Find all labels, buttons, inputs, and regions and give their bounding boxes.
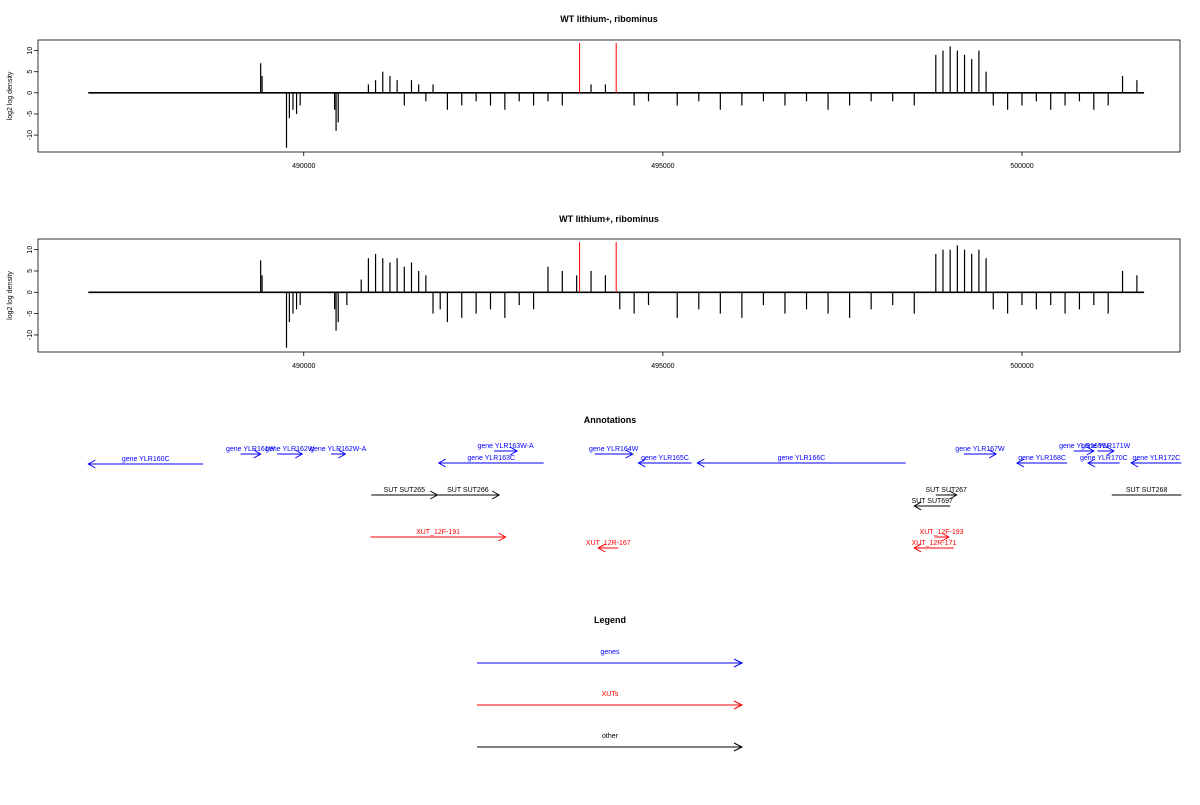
- gene-feature-label: gene YLR165C: [641, 455, 689, 462]
- x-tick-label: 495000: [651, 363, 674, 370]
- xut-feature-label: XUT_12R-167: [586, 540, 631, 547]
- xut-feature-arrowhead: [498, 532, 507, 542]
- gene-feature-label: gene YLR162W: [265, 446, 315, 453]
- y-tick-label: -10: [27, 330, 34, 340]
- sut-feature-label: SUT SUT265: [384, 487, 426, 494]
- gene-feature-label: gene YLR162W-A: [310, 446, 366, 453]
- sut-feature-arrowhead: [913, 501, 922, 511]
- gene-feature-label: gene YLR168C: [1018, 455, 1066, 462]
- gene-feature-arrowhead: [1130, 458, 1139, 468]
- gene-feature-arrowhead: [509, 446, 519, 456]
- gene-feature-label: gene YLR161W: [226, 446, 276, 453]
- annotations-title: Annotations: [584, 415, 637, 425]
- gene-feature-arrowhead: [1086, 446, 1095, 456]
- y-tick-label: -5: [27, 310, 34, 316]
- gene-feature-arrowhead: [696, 458, 705, 468]
- x-tick-label: 500000: [1010, 363, 1033, 370]
- xut-feature-arrowhead: [941, 532, 950, 542]
- sut-feature-label: SUT SUT266: [447, 487, 489, 494]
- gene-feature-label: gene YLR167W: [955, 446, 1005, 453]
- gene-feature-label: gene YLR170C: [1080, 455, 1128, 462]
- gene-feature-label: gene YLR166C: [778, 455, 826, 462]
- gene-feature-arrowhead: [1087, 458, 1096, 468]
- gene-feature-arrowhead: [295, 449, 304, 459]
- y-tick-label: 10: [27, 47, 34, 55]
- xut-feature-label: XUT_12F-191: [416, 529, 460, 536]
- y-tick-label: -5: [27, 111, 34, 117]
- legend-panel: Legend genes XUTs other: [477, 615, 744, 752]
- gene-feature-label: gene YLR163C: [467, 455, 515, 462]
- gene-feature-arrowhead: [1106, 446, 1115, 456]
- chart-title: WT lithium+, ribominus: [559, 214, 659, 224]
- legend-item-label: genes: [600, 649, 620, 656]
- legend-item-label: XUTs: [602, 691, 619, 698]
- gene-feature-arrowhead: [1015, 458, 1025, 468]
- y-axis-title: log2 log density: [7, 71, 14, 120]
- y-axis-title: log2 log density: [7, 271, 14, 320]
- sut-feature-label: SUT SUT268: [1126, 487, 1168, 494]
- gene-feature-arrowhead: [437, 458, 447, 468]
- xut-feature-label: XUT_12F-193: [920, 529, 964, 536]
- legend-item-label: other: [602, 733, 619, 740]
- gene-feature-label: gene YLR160C: [122, 456, 170, 463]
- x-tick-label: 490000: [292, 363, 315, 370]
- y-tick-label: 10: [27, 246, 34, 254]
- x-tick-label: 500000: [1010, 163, 1033, 170]
- gene-feature-arrowhead: [625, 449, 634, 459]
- chart-panel-2: WT lithium+, ribominus 10 5 0 -5 -10 log2 log …: [7, 214, 1181, 370]
- sut-feature-label: SUT SUT697: [911, 498, 953, 505]
- gene-feature-arrowhead: [338, 449, 347, 459]
- chart-title: WT lithium-, ribominus: [560, 14, 658, 24]
- plot-frame: [37, 238, 1181, 353]
- gene-feature-label: gene YLR169W: [1059, 443, 1109, 450]
- y-tick-label: 0: [27, 290, 34, 294]
- gene-feature-arrowhead: [253, 449, 262, 459]
- gene-feature-label: gene YLR171W: [1081, 443, 1131, 450]
- x-tick-label: 495000: [651, 163, 674, 170]
- chart-panel-1: WT lithium-, ribominus 10 5 0 -5 -10 log2 log …: [7, 14, 1181, 170]
- sut-feature-arrowhead: [491, 490, 501, 500]
- sut-feature-arrowhead: [949, 490, 958, 500]
- xut-feature-arrowhead: [913, 543, 922, 553]
- sut-feature-label: SUT SUT267: [925, 487, 967, 494]
- gene-feature-label: gene YLR172C: [1132, 455, 1180, 462]
- gene-feature-label: gene YLR164W: [589, 446, 639, 453]
- gene-feature-arrowhead: [637, 458, 646, 468]
- legend-swatch-arrowhead: [733, 658, 744, 668]
- gene-feature-arrowhead: [87, 459, 96, 469]
- y-tick-label: 5: [27, 70, 34, 74]
- legend-swatch-arrowhead: [733, 700, 744, 710]
- xut-feature-label: XUT_12R-171: [912, 540, 957, 547]
- xut-feature-arrowhead: [597, 543, 606, 553]
- gene-feature-arrowhead: [988, 449, 998, 459]
- legend-swatch-arrowhead: [733, 742, 744, 752]
- y-tick-label: 0: [27, 91, 34, 95]
- plot-frame: [37, 39, 1181, 153]
- y-tick-label: 5: [27, 269, 34, 273]
- legend-title: Legend: [594, 615, 626, 625]
- gene-feature-label: gene YLR163W-A: [477, 443, 533, 450]
- x-tick-label: 490000: [292, 163, 315, 170]
- y-tick-label: -10: [27, 130, 34, 140]
